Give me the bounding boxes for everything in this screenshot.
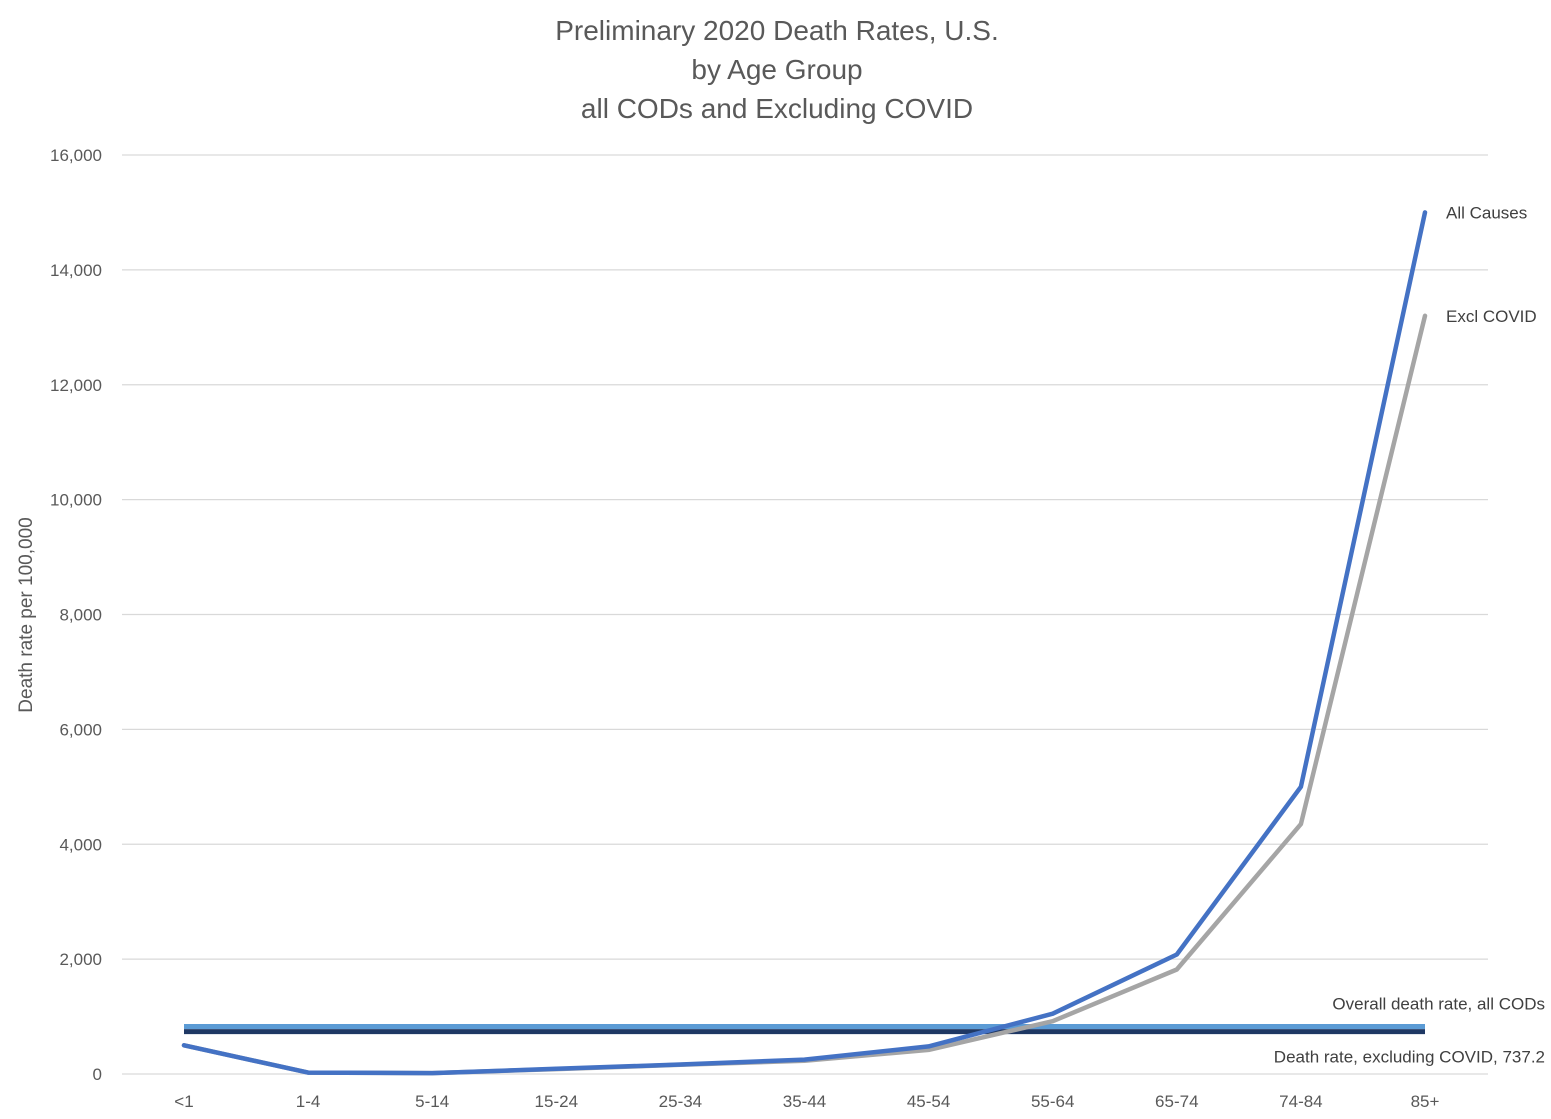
x-tick-label: 1-4 [296,1092,321,1111]
reference-line-label: Death rate, excluding COVID, 737.2 [1274,1048,1545,1067]
x-tick-label: 15-24 [535,1092,578,1111]
series-lines [181,210,1428,1076]
x-tick-label: <1 [174,1092,193,1111]
y-tick-label: 8,000 [59,606,102,625]
y-tick-label: 16,000 [50,146,102,165]
y-tick-label: 6,000 [59,720,102,739]
series-line [181,210,1428,1076]
x-tick-label: 35-44 [783,1092,826,1111]
y-tick-label: 10,000 [50,491,102,510]
chart-title: Preliminary 2020 Death Rates, U.S. by Ag… [555,15,999,124]
gridlines [122,154,1488,1075]
y-tick-label: 12,000 [50,376,102,395]
y-tick-label: 2,000 [59,950,102,969]
x-tick-labels: <1 1-4 5-14 15-24 25-34 35-44 45-54 55-64 65-74 7… [174,1092,1439,1111]
chart-title-line-3: all CODs and Excluding COVID [581,93,973,124]
x-tick-label: 55-64 [1031,1092,1074,1111]
x-tick-label: 74-84 [1279,1092,1322,1111]
reference-lines [184,1023,1425,1035]
y-axis-title: Death rate per 100,000 [16,517,37,712]
x-tick-label: 85+ [1411,1092,1440,1111]
y-tick-label: 4,000 [59,835,102,854]
y-tick-label: 14,000 [50,261,102,280]
reference-line-label: Overall death rate, all CODs [1332,994,1545,1013]
chart-title-line-2: by Age Group [691,54,862,85]
series-label: All Causes [1446,203,1527,222]
series-label: Excl COVID [1446,307,1537,326]
x-tick-label: 45-54 [907,1092,950,1111]
chart-title-line-1: Preliminary 2020 Death Rates, U.S. [555,15,999,46]
y-tick-labels: 0 2,000 4,000 6,000 8,000 10,000 12,000 14,000 1… [50,146,102,1084]
y-tick-label: 0 [93,1065,102,1084]
series-labels: Overall death rate, all CODs Death rate, … [1274,203,1545,1066]
x-tick-label: 65-74 [1155,1092,1198,1111]
x-tick-label: 25-34 [659,1092,702,1111]
x-tick-label: 5-14 [415,1092,449,1111]
